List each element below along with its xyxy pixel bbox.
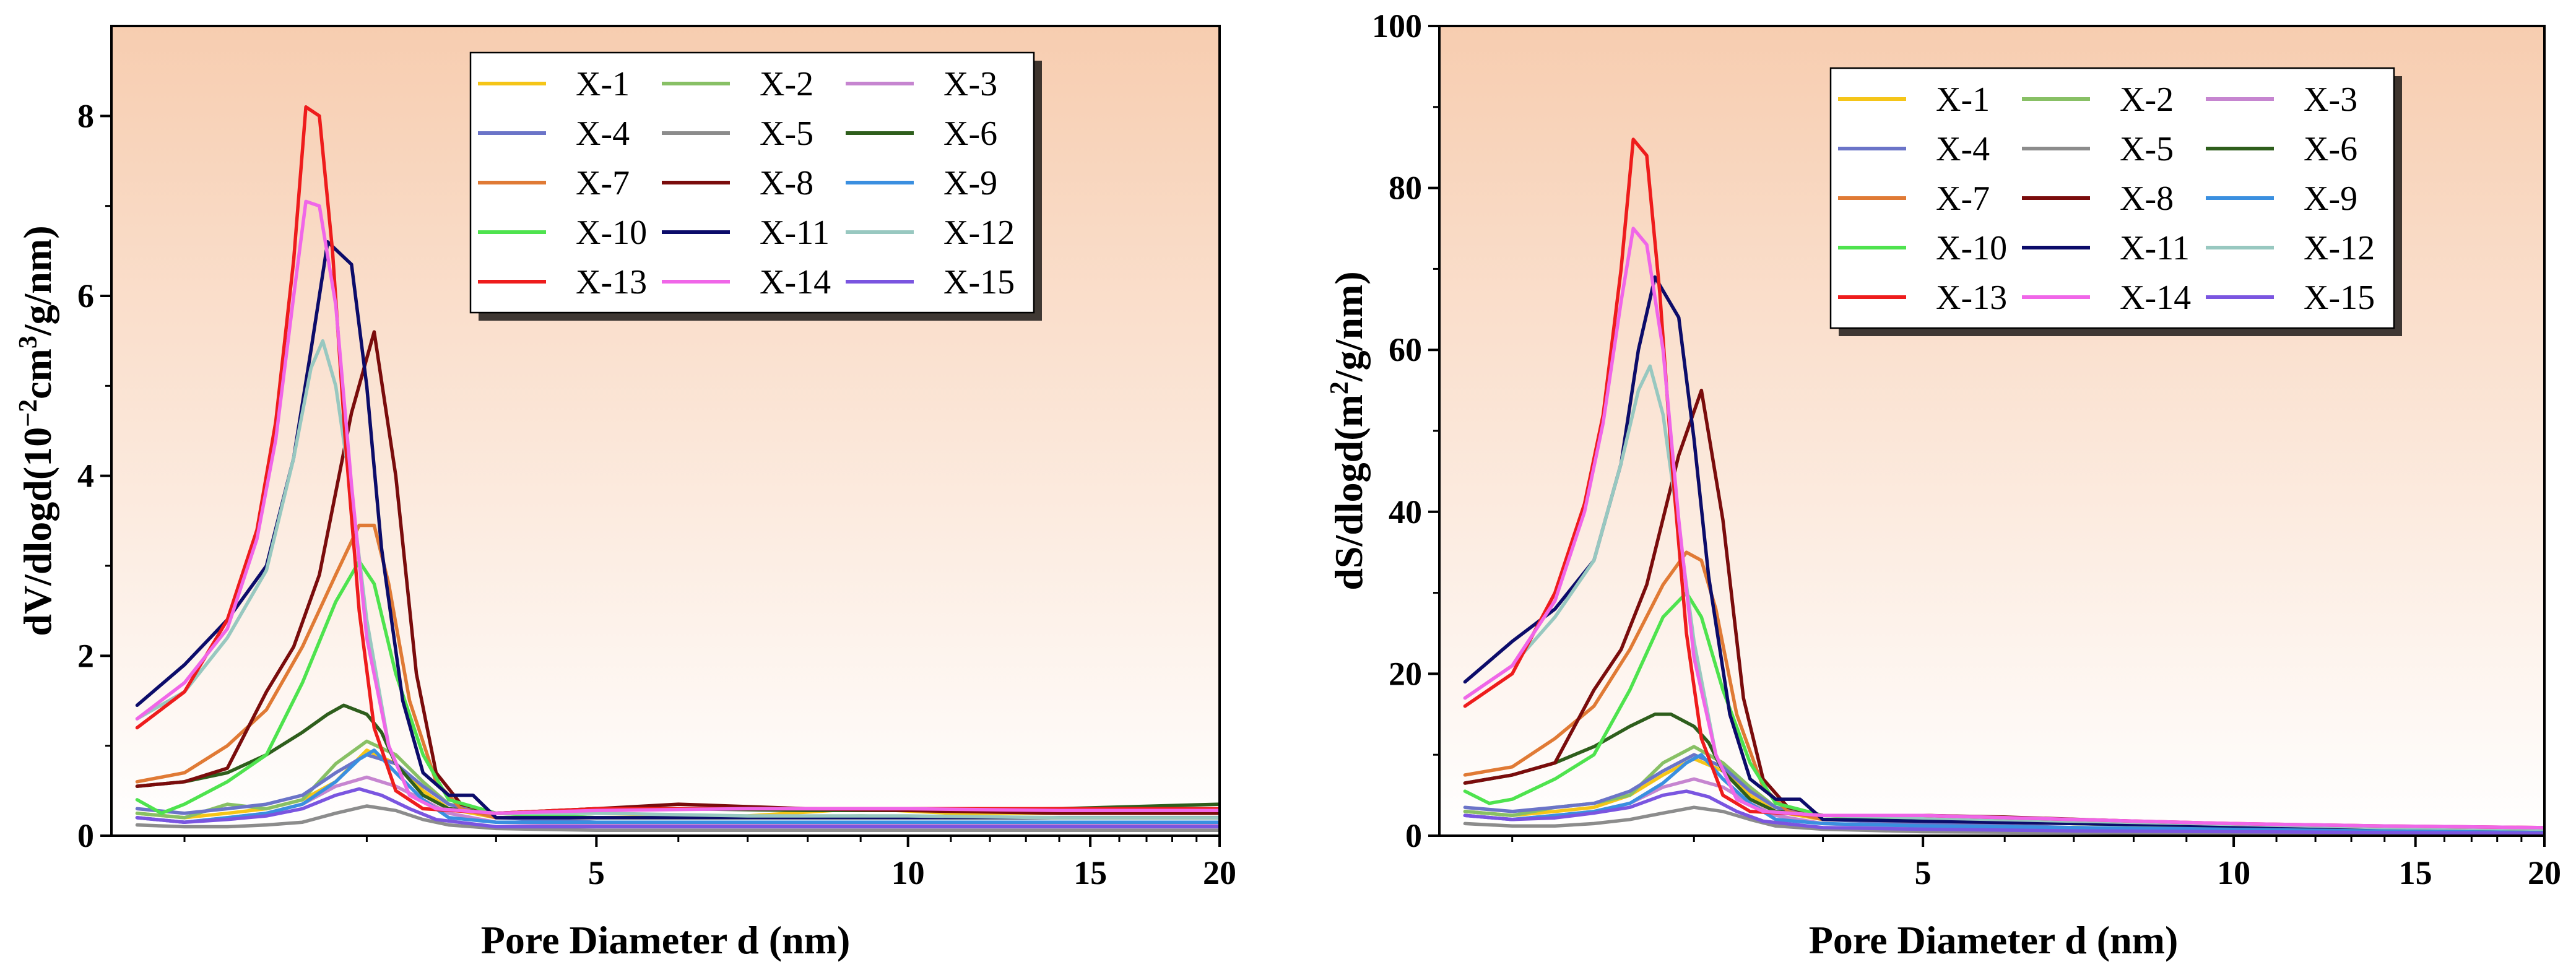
x-axis-ticks-right: 5 10 15 20 bbox=[1511, 836, 2561, 891]
y-axis-ticks-right: 0 20 40 60 80 100 bbox=[1372, 7, 1439, 854]
legend-label: X-15 bbox=[943, 263, 1015, 301]
legend-label: X-5 bbox=[2120, 130, 2174, 168]
y-tick-label: 100 bbox=[1372, 7, 1422, 45]
legend-label: X-3 bbox=[2304, 80, 2357, 119]
legend-label: X-4 bbox=[576, 115, 630, 153]
y-tick-label: 60 bbox=[1389, 331, 1422, 368]
x-axis-title-right: Pore Diameter d (nm) bbox=[1809, 918, 2179, 962]
x-tick-label: 10 bbox=[891, 854, 925, 891]
y-axis-ticks-left: 0 2 4 6 8 bbox=[77, 97, 111, 854]
legend-label: X-10 bbox=[576, 214, 647, 252]
legend-entries-right: X-1 X-2 X-3 X-4 X-5 X-6 X-7 X-8 X-9 X-10 X-11 X-12 X… bbox=[1838, 80, 2375, 317]
series-line-x-15 bbox=[135, 787, 1220, 829]
series-line-x-9 bbox=[135, 748, 1220, 824]
x-tick-label: 5 bbox=[1915, 854, 1932, 891]
y-tick-label: 80 bbox=[1389, 170, 1422, 207]
legend-label: X-11 bbox=[2120, 229, 2190, 267]
legend-label: X-7 bbox=[1936, 180, 1990, 218]
y-tick-label: 8 bbox=[77, 97, 94, 134]
series-line-x-14 bbox=[135, 199, 1220, 815]
y-axis-title-left-sup-2: 3 bbox=[14, 336, 43, 349]
x-tick-label: 20 bbox=[1203, 854, 1236, 891]
legend-label: X-10 bbox=[1936, 229, 2007, 267]
y-axis-title-left-part-3: /g/nm) bbox=[15, 225, 59, 336]
series-line-x-12 bbox=[135, 339, 1220, 820]
x-tick-label: 15 bbox=[1073, 854, 1107, 891]
legend-label: X-11 bbox=[760, 214, 830, 252]
series-line-x-14 bbox=[1463, 227, 2544, 830]
chart-left: 0 2 4 6 8 5 10 15 20 Pore Diameter d (nm) dV/dl… bbox=[14, 25, 1236, 962]
legend-label: X-8 bbox=[760, 164, 813, 202]
x-tick-label: 20 bbox=[2528, 854, 2561, 891]
y-tick-label: 40 bbox=[1389, 493, 1422, 531]
legend-label: X-1 bbox=[1936, 80, 1990, 119]
y-axis-title-left: dV/dlogd(10−2cm3/g/nm) bbox=[14, 225, 59, 636]
series-line-x-5 bbox=[135, 804, 1220, 833]
legend-label: X-14 bbox=[2120, 279, 2191, 317]
y-axis-title-right: dS/dlogd(m2/g/nm) bbox=[1325, 271, 1371, 590]
plot-frame-right bbox=[1438, 25, 2546, 837]
y-axis-title-right-sup-1: 2 bbox=[1325, 381, 1354, 394]
x-axis-ticks-left: 5 10 15 20 bbox=[183, 836, 1236, 891]
y-axis-title-right-part-2: /g/nm) bbox=[1327, 271, 1371, 382]
y-tick-label: 2 bbox=[77, 637, 94, 674]
legend-label: X-4 bbox=[1936, 130, 1990, 168]
series-line-x-9 bbox=[1463, 753, 2544, 834]
legend-label: X-12 bbox=[943, 214, 1015, 252]
chart-right: 0 20 40 60 80 100 5 10 15 20 Pore Diameter d (nm… bbox=[1325, 7, 2561, 962]
legend-label: X-2 bbox=[760, 65, 813, 103]
legend-label: X-9 bbox=[943, 164, 997, 202]
legend-box-right bbox=[1829, 67, 2395, 329]
y-tick-label: 0 bbox=[1405, 817, 1422, 854]
legend-label: X-13 bbox=[576, 263, 647, 301]
legend-label: X-6 bbox=[943, 115, 997, 153]
series-group-right bbox=[1463, 137, 2544, 836]
legend-entries-left: X-1 X-2 X-3 X-4 X-5 X-6 X-7 X-8 X-9 X-10 X-11 X-12 X… bbox=[478, 65, 1015, 301]
legend-left: X-1 X-2 X-3 X-4 X-5 X-6 X-7 X-8 X-9 X-10 X-11 X-12 X… bbox=[469, 51, 1042, 321]
y-axis-title-left-part-1: dV/dlogd(10 bbox=[15, 427, 59, 636]
legend-label: X-14 bbox=[760, 263, 831, 301]
legend-label: X-9 bbox=[2304, 180, 2357, 218]
x-axis-title-left: Pore Diameter d (nm) bbox=[481, 918, 851, 962]
legend-right: X-1 X-2 X-3 X-4 X-5 X-6 X-7 X-8 X-9 X-10 X-11 X-12 X… bbox=[1829, 67, 2402, 336]
y-tick-label: 20 bbox=[1389, 655, 1422, 692]
x-tick-label: 5 bbox=[588, 854, 605, 891]
x-tick-label: 15 bbox=[2399, 854, 2432, 891]
plot-frame-left bbox=[110, 25, 1221, 837]
legend-label: X-2 bbox=[2120, 80, 2174, 119]
legend-label: X-6 bbox=[2304, 130, 2357, 168]
series-group-left bbox=[135, 105, 1220, 833]
y-axis-title-left-part-2: cm bbox=[15, 349, 59, 399]
y-axis-title-right-part-1: dS/dlogd(m bbox=[1327, 394, 1371, 591]
legend-label: X-15 bbox=[2304, 279, 2375, 317]
y-tick-label: 6 bbox=[77, 277, 94, 314]
y-tick-label: 4 bbox=[77, 457, 94, 495]
x-tick-label: 10 bbox=[2217, 854, 2250, 891]
legend-label: X-13 bbox=[1936, 279, 2007, 317]
legend-label: X-12 bbox=[2304, 229, 2375, 267]
legend-label: X-7 bbox=[576, 164, 630, 202]
series-line-x-15 bbox=[1463, 789, 2544, 835]
legend-label: X-1 bbox=[576, 65, 630, 103]
y-axis-title-left-sup-1: −2 bbox=[14, 399, 43, 427]
y-tick-label: 0 bbox=[77, 817, 94, 854]
legend-label: X-3 bbox=[943, 65, 997, 103]
legend-label: X-8 bbox=[2120, 180, 2174, 218]
legend-label: X-5 bbox=[760, 115, 813, 153]
legend-box-left bbox=[469, 51, 1035, 314]
